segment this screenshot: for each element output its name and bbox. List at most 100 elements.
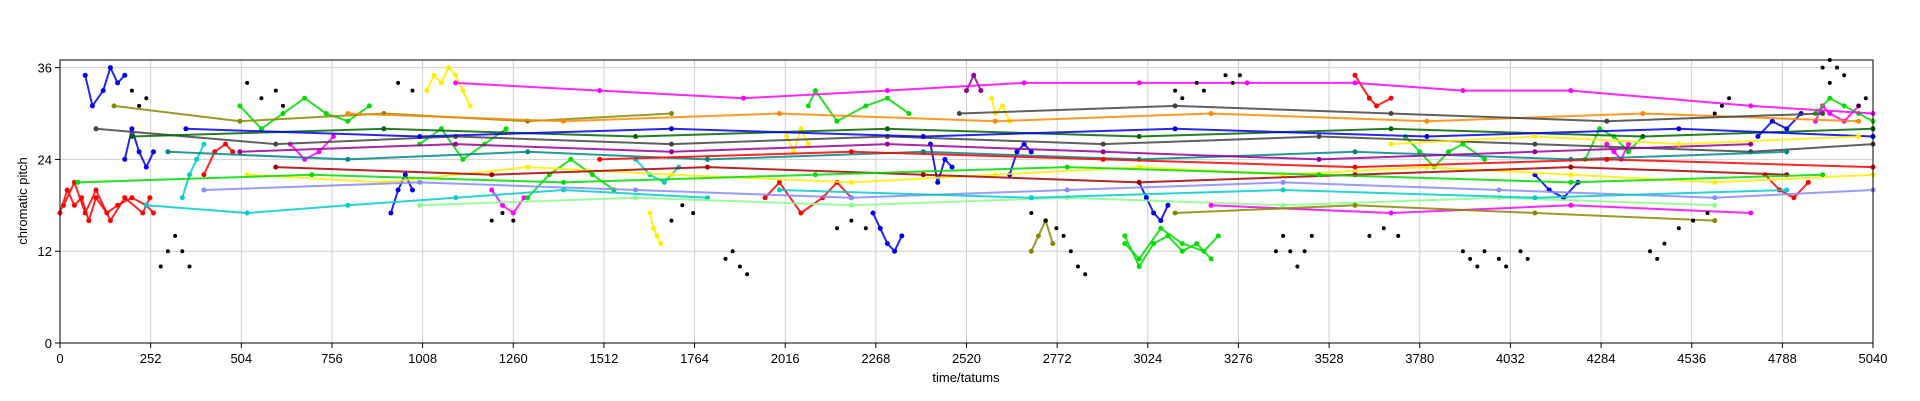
series-point bbox=[1568, 88, 1574, 94]
series-point bbox=[100, 88, 106, 94]
series-point bbox=[453, 141, 459, 147]
note-dot bbox=[1705, 211, 1710, 215]
series-point bbox=[280, 111, 286, 116]
series-point bbox=[122, 72, 128, 78]
series-point bbox=[1482, 156, 1487, 162]
series-point bbox=[597, 88, 603, 94]
series-0 bbox=[82, 65, 128, 109]
series-point bbox=[1820, 111, 1826, 116]
series-line bbox=[247, 166, 1874, 184]
series-point bbox=[920, 172, 926, 178]
series-point bbox=[669, 172, 674, 178]
series-point bbox=[1568, 164, 1574, 170]
series-point bbox=[1021, 80, 1027, 86]
series-point bbox=[1755, 134, 1761, 139]
series-point bbox=[776, 187, 782, 193]
series-37 bbox=[143, 187, 710, 216]
series-point bbox=[1208, 202, 1214, 208]
series-point bbox=[1856, 118, 1862, 124]
series-line bbox=[764, 181, 853, 214]
series-line bbox=[1030, 219, 1054, 252]
x-tick-label: 3024 bbox=[1133, 351, 1162, 366]
series-point bbox=[1388, 126, 1394, 132]
x-tick-label: 0 bbox=[56, 351, 63, 366]
series-point bbox=[345, 118, 351, 124]
series-point bbox=[1028, 248, 1034, 254]
series-point bbox=[1028, 149, 1034, 155]
series-point bbox=[1280, 187, 1286, 193]
note-dot bbox=[1367, 233, 1372, 238]
series-point bbox=[1604, 141, 1610, 147]
series-point bbox=[82, 72, 88, 78]
x-tick-label: 252 bbox=[140, 351, 162, 366]
note-dot bbox=[245, 80, 250, 85]
note-dot bbox=[500, 211, 505, 215]
series-point bbox=[669, 141, 674, 147]
series-point bbox=[848, 195, 854, 201]
series-point bbox=[1122, 233, 1128, 239]
x-tick-label: 756 bbox=[321, 351, 343, 366]
series-point bbox=[877, 225, 883, 231]
series-point bbox=[345, 156, 351, 162]
y-tick-label: 36 bbox=[38, 61, 52, 76]
series-point bbox=[1805, 179, 1811, 185]
note-dot bbox=[1460, 249, 1465, 254]
series-point bbox=[366, 103, 372, 109]
series-point bbox=[1201, 248, 1207, 254]
series-point bbox=[1388, 141, 1394, 147]
note-dot bbox=[129, 88, 134, 93]
note-dot bbox=[1288, 249, 1293, 254]
series-point bbox=[776, 111, 782, 116]
note-dot bbox=[1302, 249, 1307, 254]
note-dot bbox=[849, 218, 854, 223]
note-dot bbox=[835, 226, 839, 231]
series-line bbox=[990, 97, 1011, 122]
series-point bbox=[1165, 202, 1171, 208]
series-point bbox=[388, 210, 394, 216]
note-dot bbox=[1863, 96, 1868, 101]
y-tick-label: 0 bbox=[45, 336, 52, 351]
series-line bbox=[62, 181, 151, 222]
series-point bbox=[86, 218, 92, 224]
series-point bbox=[669, 126, 674, 132]
series-point bbox=[1050, 241, 1056, 247]
series-point bbox=[410, 187, 415, 193]
x-axis-ticks: 0 252 504 756 1008 1260 1512 1764 2016 2268 2520 27… bbox=[56, 343, 1887, 366]
series-point bbox=[597, 156, 603, 162]
note-dot bbox=[1273, 249, 1278, 254]
series-point bbox=[633, 187, 639, 193]
series-point bbox=[75, 179, 81, 185]
series-point bbox=[964, 88, 969, 94]
series-point bbox=[1388, 210, 1394, 216]
y-axis-label: chromatic pitch bbox=[15, 157, 30, 244]
note-dot bbox=[1029, 211, 1034, 215]
series-point bbox=[237, 103, 243, 109]
series-point bbox=[1568, 179, 1574, 185]
series-point bbox=[561, 179, 567, 185]
note-dot bbox=[1504, 264, 1509, 269]
y-axis-ticks: 0 12 24 36 bbox=[38, 61, 60, 351]
series-point bbox=[978, 88, 984, 94]
series-point bbox=[920, 134, 926, 139]
note-dot bbox=[259, 96, 264, 101]
series-point bbox=[316, 149, 322, 155]
series-point bbox=[1028, 195, 1034, 201]
series-49 bbox=[183, 126, 1876, 139]
series-point bbox=[273, 141, 279, 147]
series-point bbox=[1532, 134, 1538, 139]
x-tick-label: 3780 bbox=[1405, 351, 1434, 366]
series-point bbox=[201, 141, 207, 147]
series-10 bbox=[489, 187, 527, 216]
note-dot bbox=[723, 256, 728, 261]
note-dot bbox=[1835, 65, 1839, 70]
x-axis-label: time/tatums bbox=[932, 370, 1000, 385]
note-dot bbox=[1676, 226, 1681, 231]
series-point bbox=[151, 149, 156, 155]
series-48 bbox=[75, 164, 1826, 185]
series-point bbox=[1151, 210, 1157, 216]
series-point bbox=[834, 118, 840, 124]
series-point bbox=[1000, 103, 1005, 109]
note-dot bbox=[1180, 96, 1185, 101]
series-point bbox=[762, 195, 768, 201]
